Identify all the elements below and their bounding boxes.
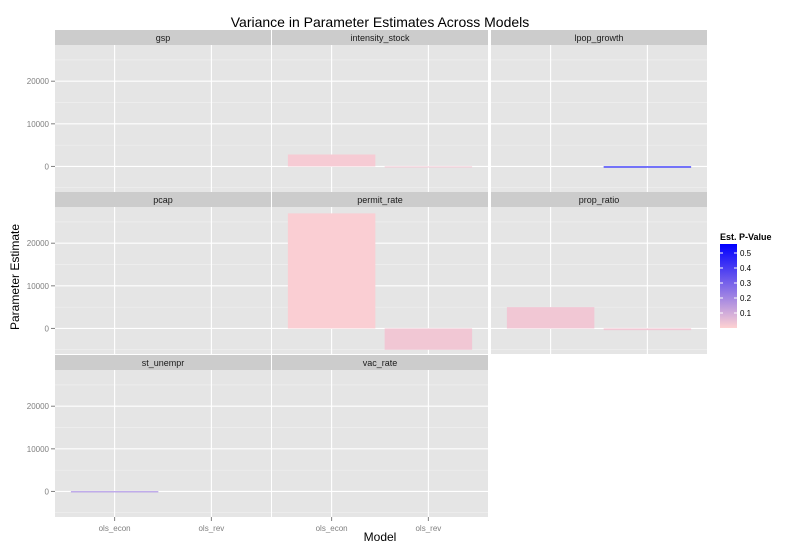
bar-ols_rev [603, 328, 692, 331]
legend-colorbar [720, 244, 737, 328]
y-tick-label: 20000 [27, 402, 50, 411]
legend-tick-label: 0.5 [740, 249, 752, 258]
panel-background [55, 370, 271, 517]
facet-label: st_unempr [142, 358, 185, 368]
panel-background [55, 45, 271, 192]
facet-label: lpop_growth [574, 33, 623, 43]
x-tick-label: ols_rev [415, 524, 441, 533]
bar-ols_econ [287, 213, 376, 329]
bar-ols_rev [603, 166, 692, 168]
facet-label: gsp [156, 33, 171, 43]
bar-ols_rev [384, 166, 473, 168]
legend-title: Est. P-Value [720, 232, 772, 242]
facet-panels: gsp 0 10000 20000 intensity_stock lpop_growth… [27, 30, 707, 533]
facet-label: intensity_stock [350, 33, 410, 43]
facet-panel: vac_rate ols_econ ols_rev [272, 355, 488, 533]
legend-tick-label: 0.1 [740, 309, 752, 318]
x-tick-label: ols_econ [316, 524, 348, 533]
facet-strip [55, 30, 271, 45]
facet-label: permit_rate [357, 195, 403, 205]
y-tick-label: 0 [45, 162, 50, 171]
bar-ols_econ [506, 307, 595, 329]
facet-strip [55, 355, 271, 370]
panel-background [55, 207, 271, 354]
panel-background [272, 370, 488, 517]
y-tick-label: 10000 [27, 445, 50, 454]
facet-panel: st_unempr 0 10000 20000 ols_econ ols_rev [27, 355, 271, 533]
panel-background [272, 45, 488, 192]
facet-strip [272, 30, 488, 45]
legend-tick-label: 0.3 [740, 279, 752, 288]
facet-panel: gsp 0 10000 20000 [27, 30, 271, 192]
facet-strip [55, 192, 271, 207]
y-tick-label: 20000 [27, 77, 50, 86]
legend: Est. P-Value 0.5 0.4 0.3 0.2 0.1 [720, 232, 772, 328]
panel-background [491, 45, 707, 192]
facet-strip [491, 192, 707, 207]
facet-label: vac_rate [363, 358, 398, 368]
y-tick-label: 10000 [27, 282, 50, 291]
facet-panel: permit_rate [272, 192, 488, 354]
facet-panel: intensity_stock [272, 30, 488, 192]
facet-strip [491, 30, 707, 45]
y-tick-label: 0 [45, 324, 50, 333]
bar-ols_econ [70, 491, 159, 493]
x-tick-label: ols_econ [99, 524, 131, 533]
bar-ols_rev [384, 328, 473, 350]
x-axis-title: Model [364, 530, 397, 544]
y-axis-title: Parameter Estimate [8, 224, 22, 330]
y-tick-label: 0 [45, 487, 50, 496]
facet-panel: prop_ratio [491, 192, 707, 354]
facet-strip [272, 355, 488, 370]
facet-panel: pcap 0 10000 20000 [27, 192, 271, 354]
legend-tick-label: 0.4 [740, 264, 752, 273]
legend-tick-label: 0.2 [740, 294, 752, 303]
facet-label: pcap [153, 195, 173, 205]
bar-ols_econ [287, 154, 376, 167]
y-tick-label: 20000 [27, 239, 50, 248]
panel-background [491, 207, 707, 354]
facet-label: prop_ratio [579, 195, 620, 205]
facet-strip [272, 192, 488, 207]
facet-panel: lpop_growth [491, 30, 707, 192]
y-tick-label: 10000 [27, 120, 50, 129]
x-tick-label: ols_rev [198, 524, 224, 533]
chart-title: Variance in Parameter Estimates Across M… [231, 14, 530, 30]
